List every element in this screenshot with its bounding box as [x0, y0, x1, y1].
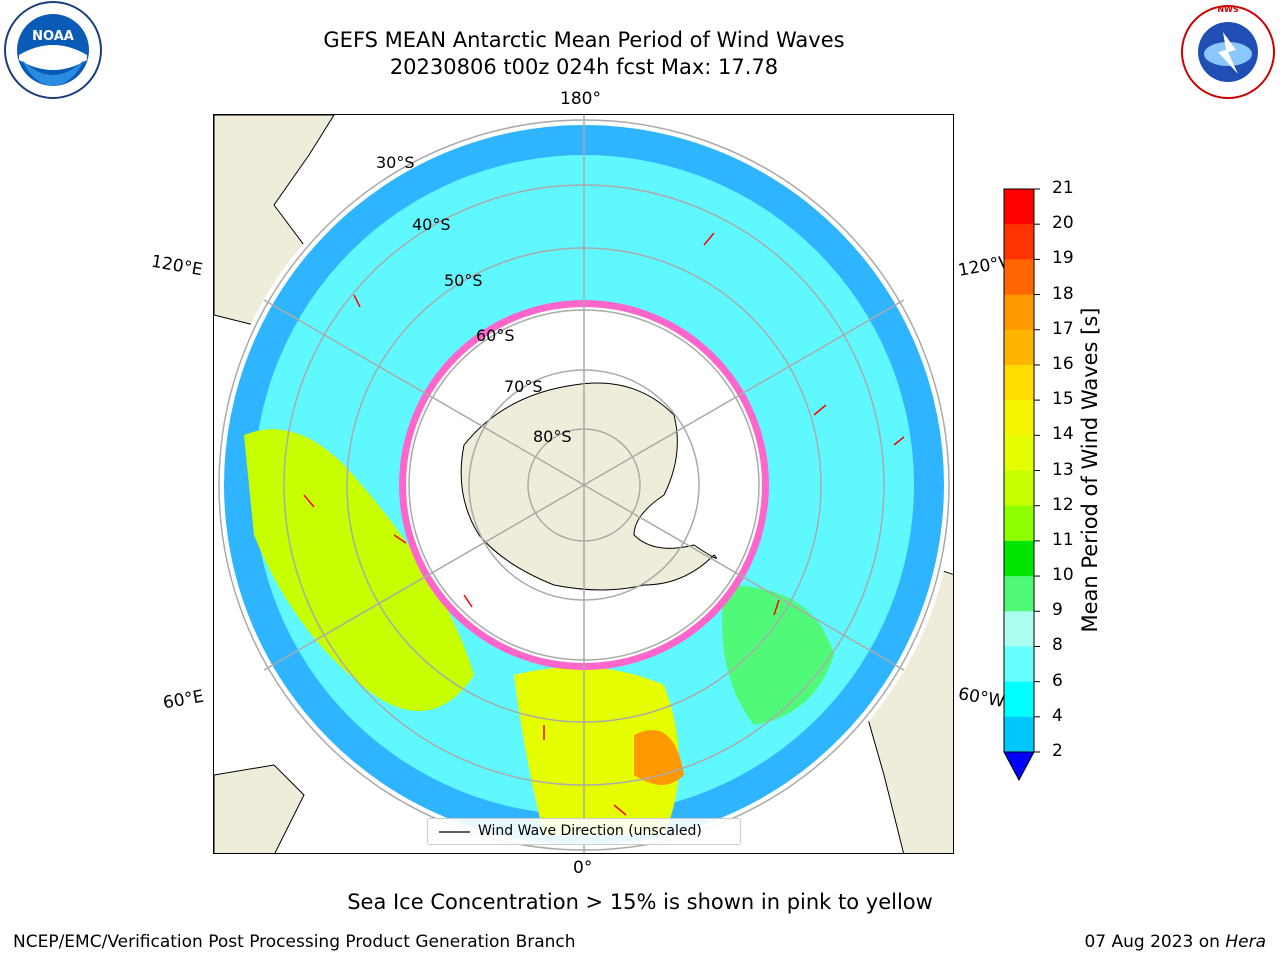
lon-label-right-lower: 60°W [956, 684, 1007, 712]
colorbar-tick-label: 8 [1052, 635, 1063, 656]
colorbar-label: Mean Period of Wind Waves [s] [1078, 307, 1102, 633]
colorbar-band [1004, 646, 1034, 683]
colorbar-band [1004, 611, 1034, 647]
nws-logo: NWS [1178, 2, 1280, 102]
colorbar-tick-label: 16 [1052, 353, 1074, 374]
colorbar-tick-label: 10 [1052, 565, 1074, 586]
polar-map: 30°S 40°S 50°S 60°S 70°S 80°S [213, 114, 954, 854]
svg-text:30°S: 30°S [376, 153, 415, 172]
lon-label-left-lower: 60°E [161, 686, 206, 714]
chart-title-line2: 20230806 t00z 024h fcst Max: 17.78 [389, 55, 779, 79]
colorbar-band [1004, 435, 1034, 471]
colorbar-tick-label: 4 [1052, 705, 1063, 726]
colorbar-band [1004, 400, 1034, 436]
colorbar-tick-label: 21 [1052, 178, 1074, 198]
svg-text:NWS: NWS [1217, 5, 1239, 14]
colorbar-band [1004, 294, 1034, 331]
colorbar-tick-label: 17 [1052, 318, 1074, 339]
lon-label-top: 180° [560, 89, 601, 109]
footer-date: 07 Aug 2023 on Hera [1084, 932, 1266, 952]
colorbar-band [1004, 716, 1034, 753]
colorbar-tick-label: 13 [1052, 459, 1074, 480]
land-africa [214, 764, 305, 853]
colorbar-tick-label: 18 [1052, 283, 1074, 304]
svg-text:80°S: 80°S [533, 427, 572, 446]
colorbar [1000, 186, 1070, 786]
lon-label-left-upper: 120°E [149, 251, 205, 281]
colorbar-band [1004, 224, 1034, 260]
colorbar-band [1004, 470, 1034, 507]
colorbar-band [1004, 364, 1034, 401]
svg-text:NOAA: NOAA [32, 29, 74, 44]
sea-ice-note: Sea Ice Concentration > 15% is shown in … [347, 890, 933, 914]
colorbar-band [1004, 189, 1034, 225]
colorbar-tick-label: 2 [1052, 741, 1063, 761]
colorbar-tick-label: 15 [1052, 389, 1074, 410]
map-legend: Wind Wave Direction (unscaled) [427, 818, 741, 845]
colorbar-tick-label: 14 [1052, 424, 1074, 445]
colorbar-tick-label: 20 [1052, 213, 1074, 234]
colorbar-tick-label: 6 [1052, 670, 1063, 691]
chart-title-line1: GEFS MEAN Antarctic Mean Period of Wind … [323, 28, 845, 52]
svg-text:40°S: 40°S [412, 215, 451, 234]
colorbar-extend-arrow [1003, 751, 1035, 782]
colorbar-band [1004, 540, 1034, 577]
colorbar-tick-label: 12 [1052, 494, 1074, 515]
svg-text:60°S: 60°S [476, 326, 515, 345]
footer-producer: NCEP/EMC/Verification Post Processing Pr… [13, 932, 576, 952]
colorbar-tick-label: 9 [1052, 600, 1063, 621]
colorbar-tick-label: 11 [1052, 529, 1074, 550]
colorbar-band [1004, 505, 1034, 542]
colorbar-band [1004, 681, 1034, 718]
colorbar-band [1004, 329, 1034, 366]
colorbar-band [1004, 259, 1034, 296]
legend-label: Wind Wave Direction (unscaled) [478, 823, 702, 839]
colorbar-band [1004, 576, 1034, 612]
lon-label-bottom: 0° [573, 858, 593, 878]
noaa-logo: NOAA [2, 0, 104, 100]
svg-text:50°S: 50°S [444, 271, 483, 290]
colorbar-tick-label: 19 [1052, 248, 1074, 269]
svg-text:70°S: 70°S [504, 377, 543, 396]
